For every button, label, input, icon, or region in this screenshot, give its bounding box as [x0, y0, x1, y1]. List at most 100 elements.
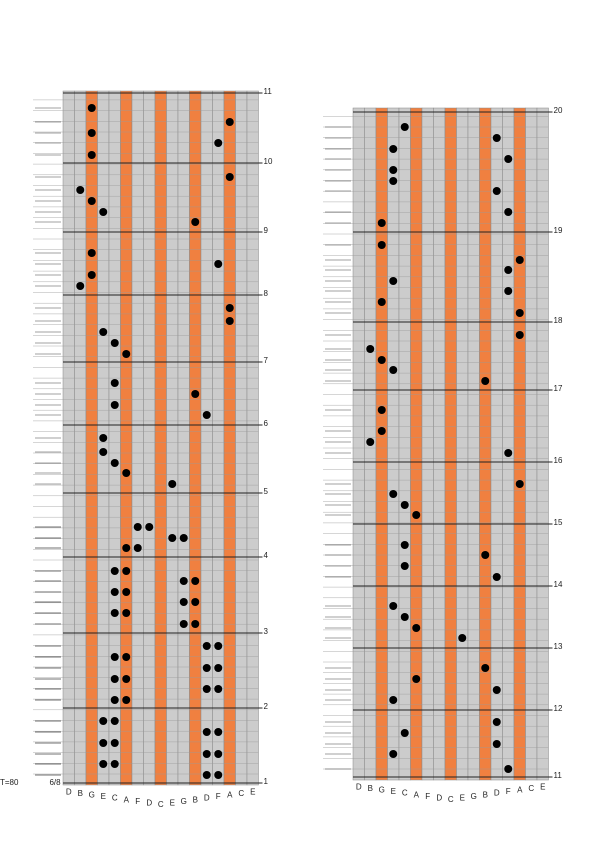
key-label: D [436, 794, 442, 803]
note [515, 256, 524, 264]
note [122, 609, 131, 617]
key-column [131, 90, 144, 786]
measure-number: 9 [264, 226, 269, 235]
key-label: C [238, 789, 244, 798]
note [214, 771, 223, 779]
note [389, 145, 398, 153]
measure-number: 5 [264, 487, 269, 496]
note [400, 562, 409, 570]
note [87, 249, 96, 257]
note [225, 317, 234, 325]
time-signature: 6/8 [49, 778, 61, 787]
note [504, 155, 513, 163]
key-label: C [158, 800, 164, 809]
note [99, 328, 108, 336]
key-label: B [483, 790, 488, 799]
note [76, 186, 85, 194]
key-label: F [425, 792, 430, 801]
key-column [189, 90, 202, 786]
key-column [375, 107, 388, 781]
measure-number: 10 [264, 157, 273, 166]
note [389, 602, 398, 610]
note [99, 760, 108, 768]
key-column [85, 90, 98, 786]
note [492, 740, 501, 748]
measure-number: 3 [264, 627, 269, 636]
note [179, 598, 188, 606]
note [87, 197, 96, 205]
key-column [212, 90, 225, 786]
key-label: E [540, 782, 545, 791]
measure-number: 17 [554, 384, 563, 393]
key-column [467, 107, 480, 781]
note [202, 728, 211, 736]
measure-number: 12 [554, 704, 563, 713]
key-label: D [204, 794, 210, 803]
note [504, 449, 513, 457]
note [515, 331, 524, 339]
note [225, 173, 234, 181]
note [504, 765, 513, 773]
note [110, 760, 119, 768]
measure-number: 13 [554, 642, 563, 651]
key-label: C [448, 795, 454, 804]
note [133, 523, 142, 531]
key-label: E [101, 792, 106, 801]
note [122, 696, 131, 704]
note [400, 729, 409, 737]
note [481, 664, 490, 672]
note [225, 118, 234, 126]
key-label: G [379, 786, 385, 795]
note [87, 151, 96, 159]
measure-number: 8 [264, 289, 269, 298]
measure-number: 11 [554, 771, 563, 780]
measure-number: 15 [554, 518, 563, 527]
note [214, 642, 223, 650]
note [492, 718, 501, 726]
key-column [62, 90, 75, 786]
note [168, 480, 177, 488]
note [225, 304, 234, 312]
key-column [456, 107, 469, 781]
note [377, 298, 386, 306]
note [122, 544, 131, 552]
note [389, 750, 398, 758]
note [110, 567, 119, 575]
key-label: D [356, 782, 362, 791]
note [122, 469, 131, 477]
key-column [490, 107, 503, 781]
note [179, 620, 188, 628]
key-label: C [528, 784, 534, 793]
note [110, 609, 119, 617]
note [214, 139, 223, 147]
note [202, 642, 211, 650]
measure-number: 4 [264, 551, 269, 560]
note [389, 696, 398, 704]
note [400, 123, 409, 131]
key-column [200, 90, 213, 786]
note [110, 401, 119, 409]
measure-number: 18 [554, 316, 563, 325]
note [504, 208, 513, 216]
key-label: A [414, 790, 420, 799]
key-column [398, 107, 411, 781]
note [492, 187, 501, 195]
note [389, 277, 398, 285]
note [400, 613, 409, 621]
note [389, 490, 398, 498]
note [458, 634, 467, 642]
note [504, 266, 513, 274]
measure-number: 19 [554, 226, 563, 235]
measure-number: 14 [554, 580, 563, 589]
key-label: D [146, 799, 152, 808]
key-label: B [193, 795, 198, 804]
note [99, 448, 108, 456]
key-label: A [124, 795, 130, 804]
key-column [223, 90, 236, 786]
note [366, 438, 375, 446]
note [202, 750, 211, 758]
note [191, 577, 200, 585]
key-label: D [494, 789, 500, 798]
key-column [74, 90, 87, 786]
note [481, 551, 490, 559]
